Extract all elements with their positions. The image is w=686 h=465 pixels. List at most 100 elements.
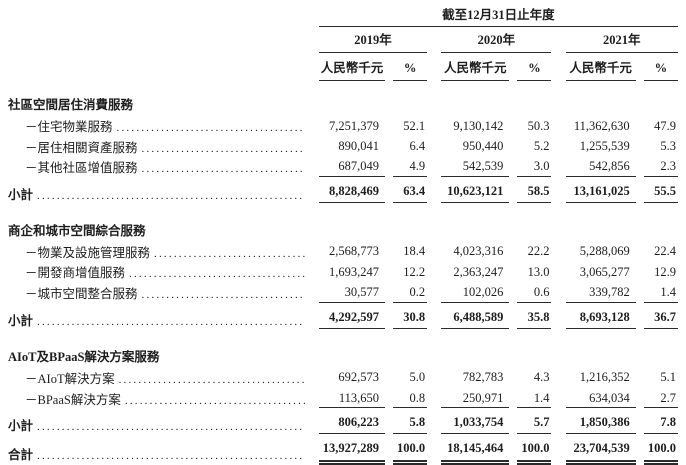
table-row: －物業及設施管理服務 2,568,773 18.4 4,023,316 22.2…: [8, 240, 678, 260]
dot-leader: [129, 268, 305, 281]
amount-2021: 11,362,630: [573, 118, 630, 133]
amount-2019: 890,041: [338, 138, 380, 153]
percent-2021: 5.3: [660, 138, 676, 153]
subtotal-row: 小計 4,292,597 30.8 6,488,589 35.8 8,693,1…: [8, 302, 678, 329]
row-label: －居住相關資產服務: [25, 140, 138, 155]
table-row: －住宅物業服務 7,251,379 52.1 9,130,142 50.3 11…: [8, 115, 678, 135]
dot-leader: [142, 289, 305, 302]
table-row: －AIoT解決方案 692,573 5.0 782,783 4.3 1,216,…: [8, 366, 678, 386]
amount-2020: 250,971: [441, 386, 510, 408]
period-header-row: 截至12月31日止年度: [8, 6, 678, 28]
amount-2021: 1,216,352: [579, 370, 630, 385]
revenue-breakdown-table: 截至12月31日止年度 2019年 2020年 2021年 人民幣千元 % 人民…: [8, 6, 678, 465]
percent-2020: 4.3: [533, 370, 550, 385]
amount-2021: 542,856: [565, 155, 636, 177]
subtotal-percent-2020: 35.8: [517, 302, 552, 329]
row-label: －物業及設施管理服務: [25, 246, 151, 261]
amount-2021: 5,288,069: [579, 244, 630, 259]
total-amount-2020: 18,145,464: [441, 433, 510, 465]
amount-2020: 542,539: [441, 155, 510, 177]
period-title: 截至12月31日止年度: [318, 6, 678, 28]
subtotal-amount-2020: 1,033,754: [441, 407, 510, 435]
percent-2019: 5.0: [409, 370, 426, 385]
amount-2019: 687,049: [318, 155, 386, 177]
dot-leader: [37, 450, 305, 463]
subtotal-percent-2019: 30.8: [393, 302, 428, 329]
subtotal-amount-2021: 13,161,025: [565, 176, 636, 204]
amount-2021: 1,255,539: [579, 138, 630, 153]
row-label: －住宅物業服務: [25, 120, 113, 135]
subtotal-label: 小計: [8, 313, 34, 328]
amount-2021: 634,034: [565, 386, 636, 408]
dot-leader: [117, 122, 305, 135]
amount-2019: 30,577: [318, 281, 386, 303]
section-header-row: 社區空間居住消費服務: [8, 95, 678, 114]
amount-header-2021: 人民幣千元: [565, 52, 636, 82]
dot-leader: [119, 374, 305, 387]
amount-header-2019: 人民幣千元: [318, 52, 386, 82]
year-2021-label: 2021年: [565, 26, 678, 53]
percent-2020: 5.2: [533, 138, 550, 153]
amount-2021: 3,065,277: [579, 264, 630, 279]
row-label: －AIoT解決方案: [25, 371, 115, 386]
section-title: 商企和城市空間綜合服務: [8, 224, 146, 238]
amount-2020: 102,026: [441, 281, 510, 303]
subtotal-amount-2019: 4,292,597: [318, 302, 386, 329]
amount-2019: 2,568,773: [329, 244, 380, 259]
table-row: －BPaaS解決方案 113,650 0.8 250,971 1.4 634,0…: [8, 386, 678, 408]
amount-2020: 4,023,316: [453, 244, 504, 259]
amount-header-2020: 人民幣千元: [441, 52, 510, 82]
dot-leader: [125, 395, 305, 408]
subtotal-amount-2020: 10,623,121: [441, 176, 510, 204]
percent-2019: 18.4: [403, 244, 426, 259]
subtotal-percent-2021: 36.7: [643, 302, 678, 329]
dot-leader: [154, 248, 305, 261]
percent-2021: 1.4: [643, 281, 678, 303]
percent-2019: 6.4: [409, 138, 426, 153]
percent-header-2021: %: [643, 52, 678, 82]
percent-2021: 5.1: [660, 370, 676, 385]
amount-2020: 2,363,247: [453, 264, 504, 279]
amount-2019: 7,251,379: [329, 118, 380, 133]
section-title: 社區空間居住消費服務: [8, 98, 134, 113]
dot-leader: [37, 316, 305, 329]
percent-2021: 22.4: [654, 244, 676, 259]
amount-2020: 950,440: [462, 138, 504, 153]
amount-2019: 1,693,247: [329, 264, 380, 279]
percent-header-2020: %: [517, 52, 552, 82]
table-row: －居住相關資產服務 890,041 6.4 950,440 5.2 1,255,…: [8, 135, 678, 155]
row-label: －城市空間整合服務: [25, 287, 138, 302]
percent-2019: 0.8: [393, 386, 428, 408]
table-row: －開發商增值服務 1,693,247 12.2 2,363,247 13.0 3…: [8, 261, 678, 281]
total-percent-2020: 100.0: [517, 433, 552, 465]
percent-2019: 52.1: [403, 118, 426, 133]
percent-2021: 2.7: [643, 386, 678, 408]
percent-2020: 13.0: [527, 264, 550, 279]
total-percent-2019: 100.0: [393, 433, 428, 465]
percent-2020: 1.4: [517, 386, 552, 408]
row-label: －開發商增值服務: [25, 266, 126, 281]
total-label: 合計: [8, 447, 34, 462]
total-amount-2019: 13,927,289: [318, 433, 386, 465]
table-row: －其他社區增值服務 687,049 4.9 542,539 3.0 542,85…: [8, 155, 678, 177]
dot-leader: [142, 143, 305, 156]
amount-2020: 782,783: [462, 370, 504, 385]
dot-leader: [37, 190, 305, 203]
year-header-row: 2019年 2020年 2021年: [8, 26, 678, 53]
percent-header-2019: %: [393, 52, 428, 82]
subtotal-amount-2021: 8,693,128: [565, 302, 636, 329]
percent-2020: 22.2: [527, 244, 550, 259]
percent-2020: 3.0: [517, 155, 552, 177]
row-label: －其他社區增值服務: [25, 161, 138, 176]
column-header-row: 人民幣千元 % 人民幣千元 % 人民幣千元 %: [8, 52, 678, 82]
percent-2020: 50.3: [527, 118, 550, 133]
subtotal-percent-2019: 5.8: [393, 407, 428, 435]
subtotal-amount-2019: 806,223: [318, 407, 386, 435]
subtotal-percent-2021: 55.5: [643, 176, 678, 204]
percent-2020: 0.6: [517, 281, 552, 303]
subtotal-row: 小計 8,828,469 63.4 10,623,121 58.5 13,161…: [8, 176, 678, 204]
amount-2020: 9,130,142: [453, 118, 504, 133]
amount-2019: 113,650: [318, 386, 386, 408]
dot-leader: [142, 163, 305, 176]
